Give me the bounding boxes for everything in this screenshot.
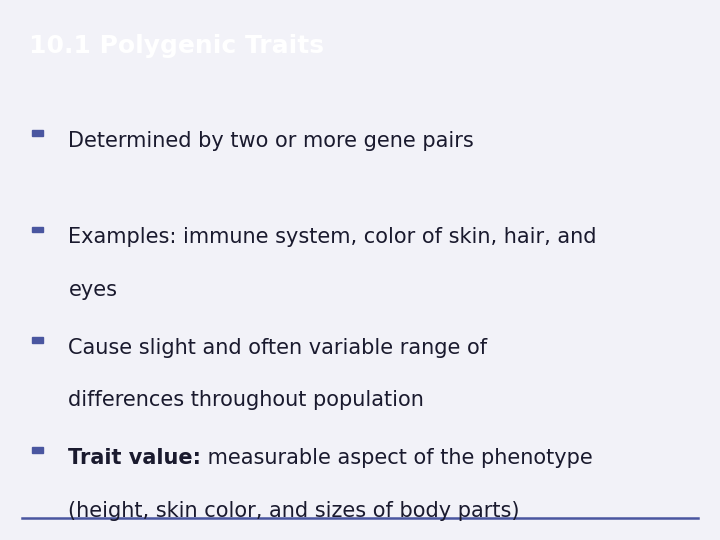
Bar (32, 227, 43, 232)
Text: Cause slight and often variable range of: Cause slight and often variable range of (68, 338, 487, 357)
Text: measurable aspect of the phenotype: measurable aspect of the phenotype (202, 448, 593, 468)
Text: Examples: immune system, color of skin, hair, and: Examples: immune system, color of skin, … (68, 227, 597, 247)
Bar (32, 130, 43, 136)
Text: eyes: eyes (68, 280, 117, 300)
Text: (height, skin color, and sizes of body parts): (height, skin color, and sizes of body p… (68, 501, 520, 521)
Text: differences throughout population: differences throughout population (68, 390, 424, 410)
Bar (32, 448, 43, 453)
Text: Trait value:: Trait value: (68, 448, 202, 468)
Text: Determined by two or more gene pairs: Determined by two or more gene pairs (68, 131, 474, 151)
Text: 10.1 Polygenic Traits: 10.1 Polygenic Traits (29, 35, 324, 58)
Bar (32, 337, 43, 342)
